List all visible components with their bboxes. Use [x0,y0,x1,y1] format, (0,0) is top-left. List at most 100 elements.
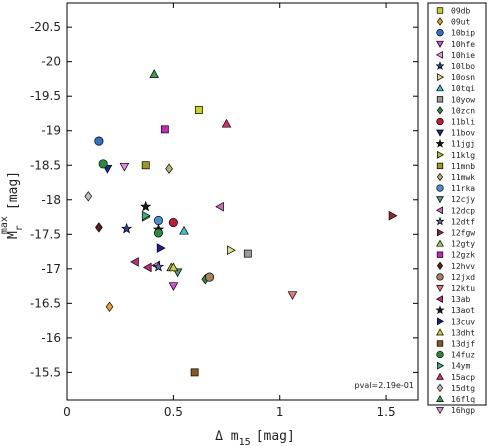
data-point-15acp [221,118,232,128]
data-point-11rka [153,215,164,226]
legend-marker-13cuv [437,317,445,326]
legend-label: 14fuz [451,351,475,360]
legend-marker-12ktu [436,285,444,293]
data-point-14fuz [153,228,164,238]
y-tick-label: -20 [41,55,61,69]
y-tick-label: -17.5 [30,227,61,241]
legend-marker-10hie [435,51,443,59]
y-tick-label: -16.5 [30,296,61,310]
x-axis: 0 0.5 1 1.5 [63,3,396,419]
data-point-12dcp [215,201,224,212]
legend-marker-13aot [435,305,445,315]
data-point-13dht [168,262,179,272]
data-point-11bli [168,218,178,228]
y-axis: -20.5 -20 -19.5 -19 -18.5 -18 -17.5 -17 -16.5 -16… [30,20,418,379]
legend-label: 11bli [451,118,475,127]
legend-label: 16hgp [451,406,475,415]
legend-label: 10tqi [451,84,475,93]
legend: 09db 09ut 10bip 10hfe 10hie 10lbo 10osn 10tqi 10… [427,2,487,415]
data-point-10tqi [179,225,189,235]
legend-marker-13dht [436,328,444,336]
data-point-09ut [105,301,114,312]
legend-marker-16hgp [436,407,444,415]
legend-label: 12cjy [451,195,475,204]
legend-label: 13cuv [451,317,475,326]
data-point-13ab [142,262,152,273]
data-point-16hgp [119,162,130,172]
x-tick-label: 1 [276,405,284,419]
legend-marker-12fgw [437,228,445,237]
legend-marker-11mnb [436,162,444,170]
legend-label: 16flq [451,395,475,404]
y-tick-label: -17 [41,262,61,276]
y-tick-label: -18 [41,193,61,207]
legend-marker-11bli [436,117,444,126]
legend-label: 12ktu [451,284,475,293]
legend-label: 09db [451,7,470,16]
legend-marker-11klg [437,150,445,159]
legend-label: 10yow [451,95,475,104]
legend-marker-10tqi [436,84,444,92]
data-point-12fgw [388,210,398,221]
legend-marker-12gty [436,239,444,247]
x-tick-label: 0 [63,405,71,419]
legend-label: 14ym [451,362,470,371]
legend-label: 11mwk [451,173,475,182]
legend-label: 10osn [451,73,475,82]
legend-marker-12jxd [436,273,444,281]
legend-marker-12gzk [436,251,444,258]
legend-label: 10hie [451,51,475,60]
legend-label: 12jxd [451,273,475,282]
legend-marker-12hvv [436,261,444,270]
data-point-11mwk [165,163,173,174]
pval-annotation: pval=2.19e-01 [355,381,414,390]
legend-marker-09ut [436,17,444,26]
legend-marker-15dtg [436,383,444,393]
legend-marker-15acp [436,372,444,380]
legend-marker-10zcn [436,106,444,115]
y-tick-label: -15.5 [30,365,61,379]
legend-marker-14fuz [436,350,444,359]
legend-label: 11jgj [451,140,475,149]
legend-label: 15acp [451,373,475,382]
legend-label: 12gty [451,240,475,249]
data-point-12jxd [204,272,215,282]
legend-label: 12gzk [451,251,475,260]
y-tick-label: -18.5 [30,158,61,172]
data-point-10lbo [121,222,133,234]
legend-label: 11rka [451,184,475,193]
legend-label: 10hfe [451,40,475,49]
data-point-12ktu [287,291,298,301]
data-point-13djf [190,368,199,377]
legend-marker-12dtf [435,216,445,226]
data-point-10hfe [168,282,179,292]
x-axis-title: Δ m15 [mag] [215,429,295,446]
svg-text:Mrmax[mag]: Mrmax[mag] [0,171,25,239]
data-point-16flq [149,69,159,78]
legend-marker-10osn [437,73,445,81]
legend-marker-14ym [437,361,445,370]
legend-label: 10bip [451,29,475,38]
data-point-12dtf [152,260,165,272]
data-point-11jgj [140,200,152,212]
data-point-13cuv [156,243,166,253]
legend-marker-11mwk [436,172,444,182]
legend-label: 13dht [451,328,475,337]
legend-label: 13djf [451,340,475,349]
y-axis-title: Mrmax[mag] [0,171,25,239]
legend-label: 10zcn [451,106,475,115]
legend-label: 10lbo [451,62,475,71]
legend-marker-12cjy [436,196,444,204]
legend-marker-11jgj [435,138,445,148]
legend-label: 15dtg [451,384,475,393]
legend-box [427,2,487,406]
legend-marker-09db [436,7,444,14]
data-points [84,69,398,377]
legend-label: 12hvv [451,262,475,271]
legend-label: 12dtf [451,217,475,226]
y-tick-label: -20.5 [30,20,61,34]
legend-marker-16flq [436,394,444,402]
data-point-13ab [130,257,139,267]
x-tick-label: 1.5 [377,405,396,419]
